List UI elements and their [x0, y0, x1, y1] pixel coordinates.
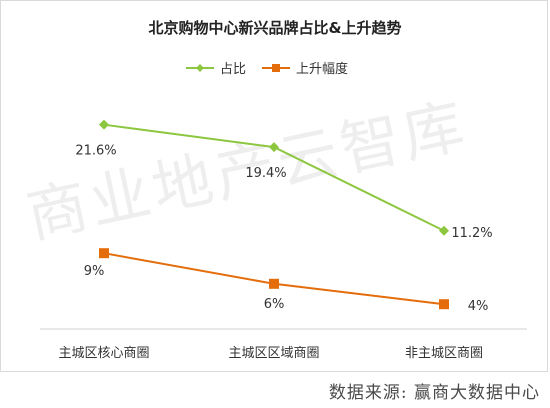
data-label-0-2: 11.2%	[451, 226, 492, 241]
x-tick-label-0: 主城区核心商圈	[58, 346, 149, 361]
data-point-0-1	[269, 142, 279, 153]
data-label-1-0: 9%	[84, 264, 105, 279]
legend-square-marker	[272, 64, 280, 72]
x-tick-label-1: 主城区区域商圈	[228, 346, 319, 361]
chart-frame	[0, 0, 548, 372]
legend: 占比 上升幅度	[186, 61, 348, 77]
data-point-0-2	[439, 225, 449, 236]
legend-item-1: 上升幅度	[262, 61, 348, 77]
data-label-1-2: 4%	[468, 299, 489, 314]
data-point-1-2	[439, 299, 449, 310]
data-point-1-1	[269, 278, 279, 289]
data-point-0-0	[99, 119, 109, 130]
legend-item-0: 占比	[186, 62, 246, 77]
data-point-1-0	[99, 248, 109, 259]
chart-title: 北京购物中心新兴品牌占比&上升趋势	[148, 19, 401, 37]
data-label-0-0: 21.6%	[75, 144, 116, 159]
source-note: 数据来源: 赢商大数据中心	[328, 383, 540, 403]
plot-area: 21.6% 19.4% 11.2% 9% 6% 4%	[75, 119, 493, 314]
data-label-0-1: 19.4%	[245, 166, 286, 181]
data-label-1-1: 6%	[264, 297, 285, 312]
x-tick-label-2: 非主城区商圈	[405, 346, 483, 361]
legend-diamond-marker	[196, 64, 204, 72]
legend-label-0: 占比	[220, 62, 246, 77]
x-axis-ticks: 主城区核心商圈 主城区区域商圈 非主城区商圈	[58, 346, 483, 361]
legend-label-1: 上升幅度	[296, 61, 348, 77]
